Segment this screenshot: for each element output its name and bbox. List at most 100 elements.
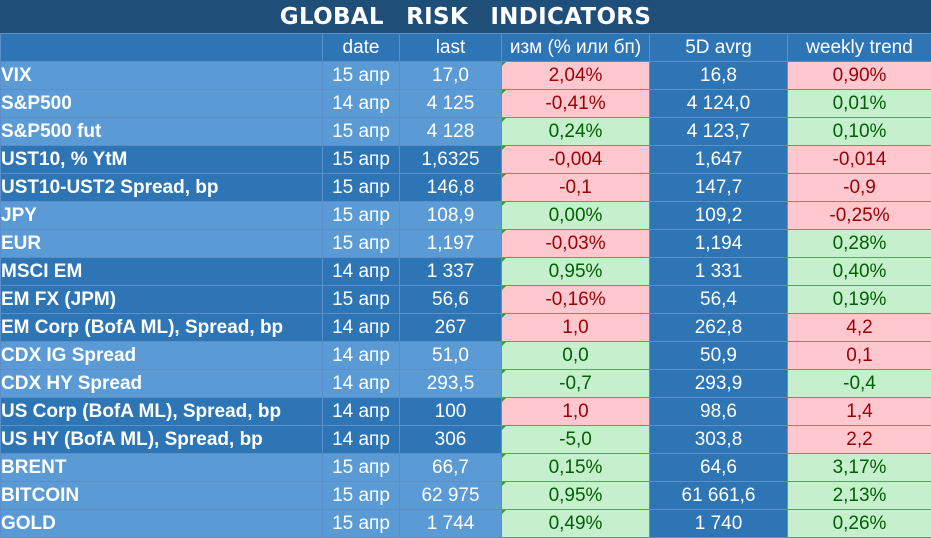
change-cell[interactable]: 0,24% [502, 118, 650, 146]
date-cell[interactable]: 15 апр [323, 482, 400, 510]
name-cell[interactable]: BITCOIN [1, 482, 323, 510]
avg5d-cell[interactable]: 98,6 [650, 398, 788, 426]
last-cell[interactable]: 4 128 [400, 118, 502, 146]
weekly-trend-cell[interactable]: 4,2 [788, 314, 931, 342]
name-cell[interactable]: CDX HY Spread [1, 370, 323, 398]
name-cell[interactable]: BRENT [1, 454, 323, 482]
change-cell[interactable]: 0,15% [502, 454, 650, 482]
date-cell[interactable]: 15 апр [323, 118, 400, 146]
avg5d-cell[interactable]: 50,9 [650, 342, 788, 370]
last-cell[interactable]: 1 337 [400, 258, 502, 286]
last-cell[interactable]: 267 [400, 314, 502, 342]
weekly-trend-cell[interactable]: -0,9 [788, 174, 931, 202]
date-cell[interactable]: 14 апр [323, 90, 400, 118]
weekly-trend-cell[interactable]: -0,014 [788, 146, 931, 174]
name-cell[interactable]: JPY [1, 202, 323, 230]
avg5d-cell[interactable]: 4 124,0 [650, 90, 788, 118]
name-cell[interactable]: US HY (BofA ML), Spread, bp [1, 426, 323, 454]
date-cell[interactable]: 15 апр [323, 202, 400, 230]
last-cell[interactable]: 108,9 [400, 202, 502, 230]
change-cell[interactable]: 0,0 [502, 342, 650, 370]
weekly-trend-cell[interactable]: 0,40% [788, 258, 931, 286]
avg5d-cell[interactable]: 262,8 [650, 314, 788, 342]
name-cell[interactable]: UST10, % YtM [1, 146, 323, 174]
weekly-trend-cell[interactable]: 0,1 [788, 342, 931, 370]
avg5d-cell[interactable]: 147,7 [650, 174, 788, 202]
avg5d-cell[interactable]: 4 123,7 [650, 118, 788, 146]
weekly-trend-cell[interactable]: 2,13% [788, 482, 931, 510]
avg5d-cell[interactable]: 61 661,6 [650, 482, 788, 510]
weekly-trend-cell[interactable]: 0,10% [788, 118, 931, 146]
avg5d-cell[interactable]: 1 331 [650, 258, 788, 286]
change-cell[interactable]: 0,95% [502, 482, 650, 510]
change-cell[interactable]: -0,03% [502, 230, 650, 258]
name-cell[interactable]: CDX IG Spread [1, 342, 323, 370]
last-cell[interactable]: 51,0 [400, 342, 502, 370]
change-cell[interactable]: -0,7 [502, 370, 650, 398]
change-cell[interactable]: -0,41% [502, 90, 650, 118]
date-cell[interactable]: 15 апр [323, 146, 400, 174]
weekly-trend-cell[interactable]: 0,90% [788, 62, 931, 90]
avg5d-cell[interactable]: 109,2 [650, 202, 788, 230]
weekly-trend-cell[interactable]: 0,28% [788, 230, 931, 258]
change-cell[interactable]: 0,95% [502, 258, 650, 286]
change-cell[interactable]: 1,0 [502, 314, 650, 342]
name-cell[interactable]: US Corp (BofA ML), Spread, bp [1, 398, 323, 426]
avg5d-cell[interactable]: 293,9 [650, 370, 788, 398]
avg5d-cell[interactable]: 1,647 [650, 146, 788, 174]
weekly-trend-cell[interactable]: 0,19% [788, 286, 931, 314]
name-cell[interactable]: EM FX (JPM) [1, 286, 323, 314]
date-cell[interactable]: 15 апр [323, 286, 400, 314]
change-cell[interactable]: 0,00% [502, 202, 650, 230]
change-cell[interactable]: -0,1 [502, 174, 650, 202]
date-cell[interactable]: 14 апр [323, 342, 400, 370]
change-cell[interactable]: 1,0 [502, 398, 650, 426]
change-cell[interactable]: -0,004 [502, 146, 650, 174]
last-cell[interactable]: 56,6 [400, 286, 502, 314]
name-cell[interactable]: VIX [1, 62, 323, 90]
last-cell[interactable]: 17,0 [400, 62, 502, 90]
change-cell[interactable]: -5,0 [502, 426, 650, 454]
name-cell[interactable]: MSCI EM [1, 258, 323, 286]
name-cell[interactable]: S&P500 fut [1, 118, 323, 146]
last-cell[interactable]: 293,5 [400, 370, 502, 398]
weekly-trend-cell[interactable]: 2,2 [788, 426, 931, 454]
avg5d-cell[interactable]: 64,6 [650, 454, 788, 482]
name-cell[interactable]: UST10-UST2 Spread, bp [1, 174, 323, 202]
weekly-trend-cell[interactable]: 1,4 [788, 398, 931, 426]
change-cell[interactable]: 2,04% [502, 62, 650, 90]
last-cell[interactable]: 1,6325 [400, 146, 502, 174]
date-cell[interactable]: 15 апр [323, 454, 400, 482]
last-cell[interactable]: 100 [400, 398, 502, 426]
last-cell[interactable]: 66,7 [400, 454, 502, 482]
avg5d-cell[interactable]: 1,194 [650, 230, 788, 258]
date-cell[interactable]: 14 апр [323, 426, 400, 454]
last-cell[interactable]: 146,8 [400, 174, 502, 202]
change-cell[interactable]: -0,16% [502, 286, 650, 314]
avg5d-cell[interactable]: 56,4 [650, 286, 788, 314]
last-cell[interactable]: 62 975 [400, 482, 502, 510]
name-cell[interactable]: EUR [1, 230, 323, 258]
weekly-trend-cell[interactable]: 0,01% [788, 90, 931, 118]
last-cell[interactable]: 306 [400, 426, 502, 454]
date-cell[interactable]: 15 апр [323, 230, 400, 258]
name-cell[interactable]: S&P500 [1, 90, 323, 118]
date-cell[interactable]: 14 апр [323, 398, 400, 426]
date-cell[interactable]: 14 апр [323, 314, 400, 342]
weekly-trend-cell[interactable]: -0,4 [788, 370, 931, 398]
avg5d-cell[interactable]: 16,8 [650, 62, 788, 90]
weekly-trend-cell[interactable]: -0,25% [788, 202, 931, 230]
date-cell[interactable]: 15 апр [323, 174, 400, 202]
date-cell[interactable]: 14 апр [323, 370, 400, 398]
date-cell[interactable]: 15 апр [323, 62, 400, 90]
name-cell[interactable]: EM Corp (BofA ML), Spread, bp [1, 314, 323, 342]
avg5d-cell[interactable]: 303,8 [650, 426, 788, 454]
date-cell[interactable]: 14 апр [323, 258, 400, 286]
last-cell[interactable]: 1,197 [400, 230, 502, 258]
last-cell[interactable]: 4 125 [400, 90, 502, 118]
weekly-trend-cell[interactable]: 3,17% [788, 454, 931, 482]
